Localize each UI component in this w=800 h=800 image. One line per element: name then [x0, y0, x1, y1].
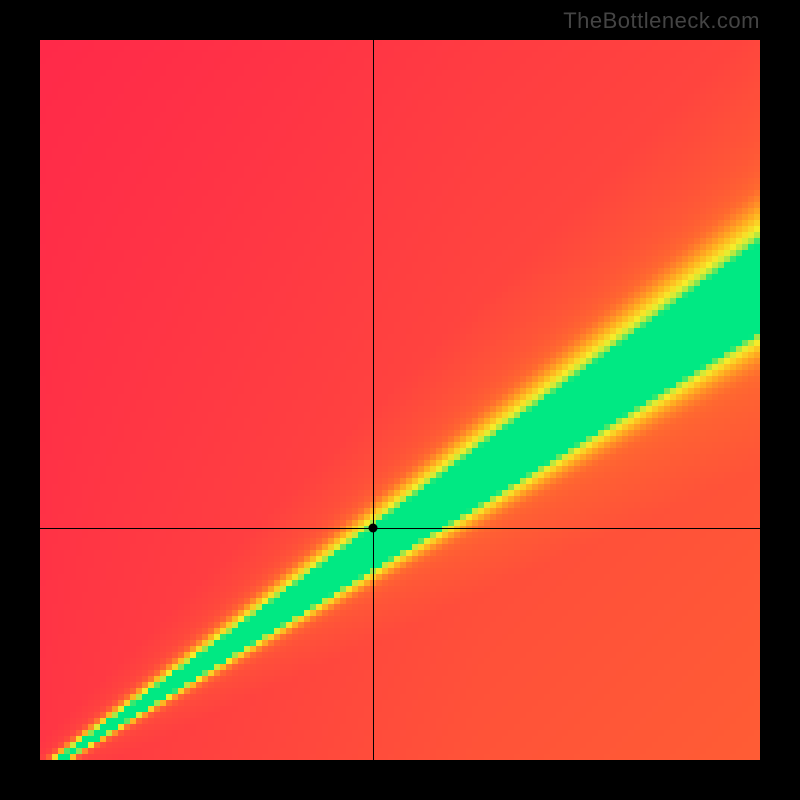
watermark-text: TheBottleneck.com — [563, 8, 760, 34]
plot-area — [40, 40, 760, 760]
crosshair-marker — [369, 524, 378, 533]
crosshair-vertical — [373, 40, 374, 760]
crosshair-horizontal — [40, 528, 760, 529]
bottleneck-heatmap — [40, 40, 760, 760]
